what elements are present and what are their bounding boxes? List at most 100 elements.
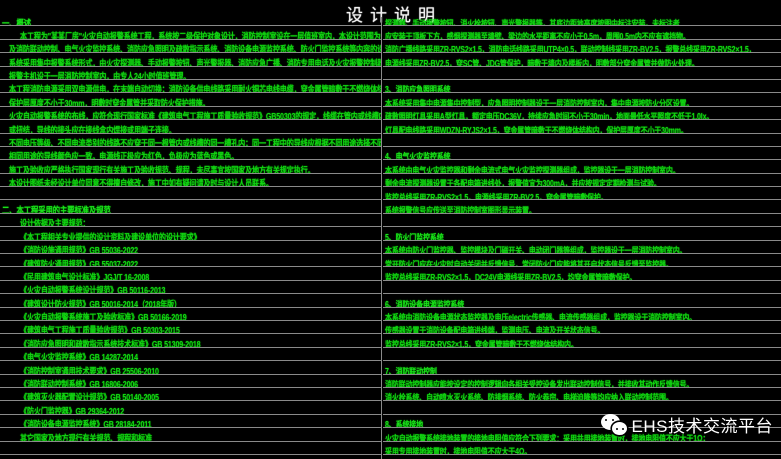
row-text: 电源线采用ZR-BV2.5，穿SC管、JDG管保护，暗敷于墙内及楼板内，明敷部分… xyxy=(385,59,699,67)
row-text: 消防联动控制器应能按设定的控制逻辑向各相关受控设备发出联动控制信号，并接收其动作… xyxy=(385,381,694,388)
specification-row: 探测器、手动报警按钮、消火栓按钮、声光警报器等，其底边距地高度按图中标注安装，未… xyxy=(383,13,781,27)
specification-row: 由消防控制室引至接地体的专用接地干线应采用铜芯绝缘导线，其截面积不应小于25mm… xyxy=(383,455,781,459)
specification-row: 《防火门监控器》GB 29364-2012 xyxy=(0,401,381,415)
row-text: 《消防设施通用规范》GB 55036-2022 xyxy=(20,246,138,255)
section-heading-row: 6、消防设备电源监控系统 xyxy=(383,294,781,308)
specification-row: 本系统由电气火灾监控器和剩余电流式电气火灾监控探测器组成，监控器设于一层消防控制… xyxy=(383,160,781,174)
specification-row: 监控总线采用ZR-RVS2×1.5，DC24V电源线采用ZR-BV2.5，均穿金… xyxy=(383,267,781,281)
row-text: 消防广播线路采用ZR-RVS2×1.5，消防电话线路采用UTP4×0.5，联动控… xyxy=(385,46,756,54)
row-text: 8、系统接地 xyxy=(385,421,423,429)
row-text: 传感器设置于消防设备配电箱进线端，监测电压、电流及开关状态信号。 xyxy=(385,327,605,335)
row-text: 施工及验收应严格执行国家现行有关施工及验收规范、规程，未尽事宜按国家及地方有关规… xyxy=(9,165,315,174)
row-text: 监控总线采用ZR-RVS2×1.5，DC24V电源线采用ZR-BV2.5，均穿金… xyxy=(385,273,637,281)
section-heading-row: 5、防火门监控系统 xyxy=(383,227,781,241)
specification-row: 电源线采用ZR-BV2.5，穿SC管、JDG管保护，暗敷于墙内及楼板内，明敷部分… xyxy=(383,53,781,67)
row-text: 应安装于顶板下方，感烟探测器至墙壁、梁边的水平距离不应小于0.5m，周围0.5m… xyxy=(385,32,690,40)
row-text: 及消防联动控制、电气火灾监控系统、消防应急照明及疏散指示系统、消防设备电源监控系… xyxy=(9,45,381,54)
specification-row: 本系统采用集中电源集中控制型，应急照明控制器设于一层消防控制室内，集中电源按防火… xyxy=(383,93,781,107)
row-text: 本系统由防火门监控器、监控模块及门磁开关、电动闭门器等组成，监控器设于一层消防控… xyxy=(385,247,687,255)
row-text: 本工程为"某某厂房"火灾自动报警系统工程，系统按二级保护对象设计，消防控制室设在… xyxy=(20,31,381,40)
row-text: 本设计图纸未经设计单位同意不得擅自修改，施工中如有疑问请及时与设计人员联系。 xyxy=(9,179,273,188)
section-heading-row: 三、材料 xyxy=(0,455,381,459)
row-text: 监控总线采用ZR-RVS2×1.5，电源线采用ZR-BV2.5，穿金属管暗敷保护… xyxy=(385,193,608,201)
specification-row xyxy=(383,214,781,228)
specification-row: 《消防联动控制系统》GB 16806-2006 xyxy=(0,375,381,388)
specification-row: 传感器设置于消防设备配电箱进线端，监测电压、电流及开关状态信号。 xyxy=(383,321,781,335)
specification-row: 火灾自动报警系统的布线，应符合现行国家标准《建筑电气工程施工质量验收规范》GB5… xyxy=(0,107,381,121)
row-text: 或扭结，导线的接头应在接线盒内焊接或用端子连接。 xyxy=(9,125,176,134)
specification-row: 本工程为"某某厂房"火灾自动报警系统工程，系统按二级保护对象设计，消防控制室设在… xyxy=(0,26,381,40)
specification-row: 或扭结，导线的接头应在接线盒内焊接或用端子连接。 xyxy=(0,120,381,134)
specification-row xyxy=(0,187,381,201)
row-text: 采用专用接地装置时，接地电阻值不应大于4Ω。 xyxy=(385,448,532,455)
section-heading-row: 二、本工程采用的主要标准及规范 xyxy=(0,200,381,214)
specification-row: 《消防应急照明和疏散指示系统技术标准》GB 51309-2018 xyxy=(0,334,381,348)
specification-row: 《消防设施通用规范》GB 55036-2022 xyxy=(0,241,381,255)
specification-row: 监控总线采用ZR-RVS2×1.5，电源线采用ZR-BV2.5，穿金属管暗敷保护… xyxy=(383,187,781,201)
row-text: 7、消防联动控制 xyxy=(385,367,437,375)
specification-row: 《建筑灭火器配置设计规范》GB 50140-2005 xyxy=(0,388,381,402)
specification-row xyxy=(383,67,781,80)
specification-row: 《民用建筑电气设计标准》JGJ/T 16-2008 xyxy=(0,267,381,281)
row-text: 《建筑电气工程施工质量验收规范》GB 50303-2015 xyxy=(20,326,180,335)
specification-row: 保护层厚度不小于30mm，明敷时穿金属管并采取防火保护措施。 xyxy=(0,93,381,107)
row-text: 本系统由电气火灾监控器和剩余电流式电气火灾监控探测器组成，监控器设于一层消防控制… xyxy=(385,166,680,174)
row-text: 不同电压等级、不同电流类别的线路不应穿于同一根管内或线槽的同一槽孔内；同一工程中… xyxy=(9,139,381,147)
row-text: 系统报警信号应传送至消防控制室图形显示装置。 xyxy=(385,206,536,214)
specification-row: 施工及验收应严格执行国家现行有关施工及验收规范、规程，未尽事宜按国家及地方有关规… xyxy=(0,160,381,174)
specification-row: 系统报警信号应传送至消防控制室图形显示装置。 xyxy=(383,200,781,214)
specification-row: 报警主机设于一层消防控制室内，由专人24小时值班管理。 xyxy=(0,67,381,80)
row-text: 本工程消防电源采用双电源供电，在末端自动切换；消防设备供电线路采用耐火铜芯电线电… xyxy=(9,85,381,94)
row-text: 报警主机设于一层消防控制室内，由专人24小时值班管理。 xyxy=(9,72,191,80)
specification-row: 《建筑电气工程施工质量验收规范》GB 50303-2015 xyxy=(0,321,381,335)
row-text: 保护层厚度不小于30mm，明敷时穿金属管并采取防火保护措施。 xyxy=(9,98,210,107)
section-heading-row: 一、概述 xyxy=(0,13,381,27)
section-heading-row: 4、电气火灾监控系统 xyxy=(383,147,781,161)
specification-row: 《消防控制室通用技术要求》GB 25506-2010 xyxy=(0,361,381,375)
column-divider xyxy=(381,17,382,459)
specification-row: 采用专用接地装置时，接地电阻值不应大于4Ω。 xyxy=(383,442,781,455)
section-heading-row: 7、消防联动控制 xyxy=(383,361,781,375)
specification-row xyxy=(383,348,781,362)
row-text: 4、电气火灾监控系统 xyxy=(385,153,451,161)
specification-row: 本系统由防火门监控器、监控模块及门磁开关、电动闭门器等组成，监控器设于一层消防控… xyxy=(383,241,781,255)
specification-row: 及消防联动控制、电气火灾监控系统、消防应急照明及疏散指示系统、消防设备电源监控系… xyxy=(0,40,381,54)
row-text: 《防火门监控器》GB 29364-2012 xyxy=(20,406,125,415)
row-text: 消火栓系统、自动喷水灭火系统、防排烟系统、防火卷帘、电梯迫降等均应纳入联动控制范… xyxy=(385,394,673,402)
row-text: 3、消防应急照明系统 xyxy=(385,86,451,94)
specification-row: 《建筑防火通用规范》GB 55037-2022 xyxy=(0,254,381,268)
specification-columns: 一、概述本工程为"某某厂房"火灾自动报警系统工程，系统按二级保护对象设计，消防控… xyxy=(0,13,781,459)
specification-row: 常开防火门应在火灾时自动关闭并反馈信号，常闭防火门应能将其开启状态信号反馈至监控… xyxy=(383,254,781,268)
row-text: 《消防控制室通用技术要求》GB 25506-2010 xyxy=(20,366,159,375)
row-text: 一、概述 xyxy=(2,17,31,27)
row-text: 设计依据及主要规范： xyxy=(20,219,90,228)
left-text-column: 一、概述本工程为"某某厂房"火灾自动报警系统工程，系统按二级保护对象设计，消防控… xyxy=(0,13,381,459)
specification-row: 相同用途的导线颜色应一致。电源线正极应为红色，负极应为蓝色或黑色。 xyxy=(0,147,381,161)
row-text: 本系统由消防设备电源状态监控器及电压electric传感器、电流传感器组成，监控… xyxy=(385,314,697,321)
row-text: 相同用途的导线颜色应一致。电源线正极应为红色，负极应为蓝色或黑色。 xyxy=(9,152,239,161)
row-text: 5、防火门监控系统 xyxy=(385,233,444,241)
row-text: 灯具配电线路采用WDZN-RYJS2×1.5，穿金属管暗敷于不燃烧体结构内，保护… xyxy=(385,126,688,134)
specification-row: 设计依据及主要规范： xyxy=(0,214,381,228)
row-text: 6、消防设备电源监控系统 xyxy=(385,300,465,308)
section-heading-row: 8、系统接地 xyxy=(383,415,781,429)
specification-row: 疏散照明灯具采用A型灯具，额定电压DC36V，持续应急时间不小于30min，地面… xyxy=(383,107,781,121)
specification-row: 消防广播线路采用ZR-RVS2×1.5，消防电话线路采用UTP4×0.5，联动控… xyxy=(383,40,781,54)
specification-row xyxy=(383,134,781,147)
row-text: 《火灾自动报警系统设计规范》GB 50116-2013 xyxy=(20,286,166,295)
specification-row: 《本工程相关专业提供的设计资料及建设单位的设计要求》 xyxy=(0,227,381,241)
specification-row: 其它国家及地方现行有关规范、规程和标准 xyxy=(0,428,381,442)
row-text: 《消防联动控制系统》GB 16806-2006 xyxy=(20,380,138,388)
specification-row: 火灾自动报警系统接地装置的接地电阻值应符合下列要求：采用共用接地装置时，接地电阻… xyxy=(383,428,781,442)
specification-row: 监控总线采用ZR-RVS2×1.5，穿金属管暗敷于不燃烧体结构内。 xyxy=(383,334,781,348)
specification-row: 灯具配电线路采用WDZN-RYJS2×1.5，穿金属管暗敷于不燃烧体结构内，保护… xyxy=(383,120,781,134)
right-text-column: 探测器、手动报警按钮、消火栓按钮、声光警报器等，其底边距地高度按图中标注安装，未… xyxy=(383,13,781,459)
specification-row: 《消防设备电源监控系统》GB 28184-2011 xyxy=(0,415,381,429)
specification-row xyxy=(383,401,781,415)
row-text: 探测器、手动报警按钮、消火栓按钮、声光警报器等，其底边距地高度按图中标注安装，未… xyxy=(385,19,680,27)
specification-row: 本系统由消防设备电源状态监控器及电压electric传感器、电流传感器组成，监控… xyxy=(383,308,781,321)
row-text: 《电气火灾监控系统》GB 14287-2014 xyxy=(20,353,138,362)
specification-row: 系统采用集中报警系统形式，由火灾探测器、手动报警按钮、声光警报器、消防应急广播、… xyxy=(0,53,381,67)
specification-row: 本工程消防电源采用双电源供电，在末端自动切换；消防设备供电线路采用耐火铜芯电线电… xyxy=(0,80,381,94)
